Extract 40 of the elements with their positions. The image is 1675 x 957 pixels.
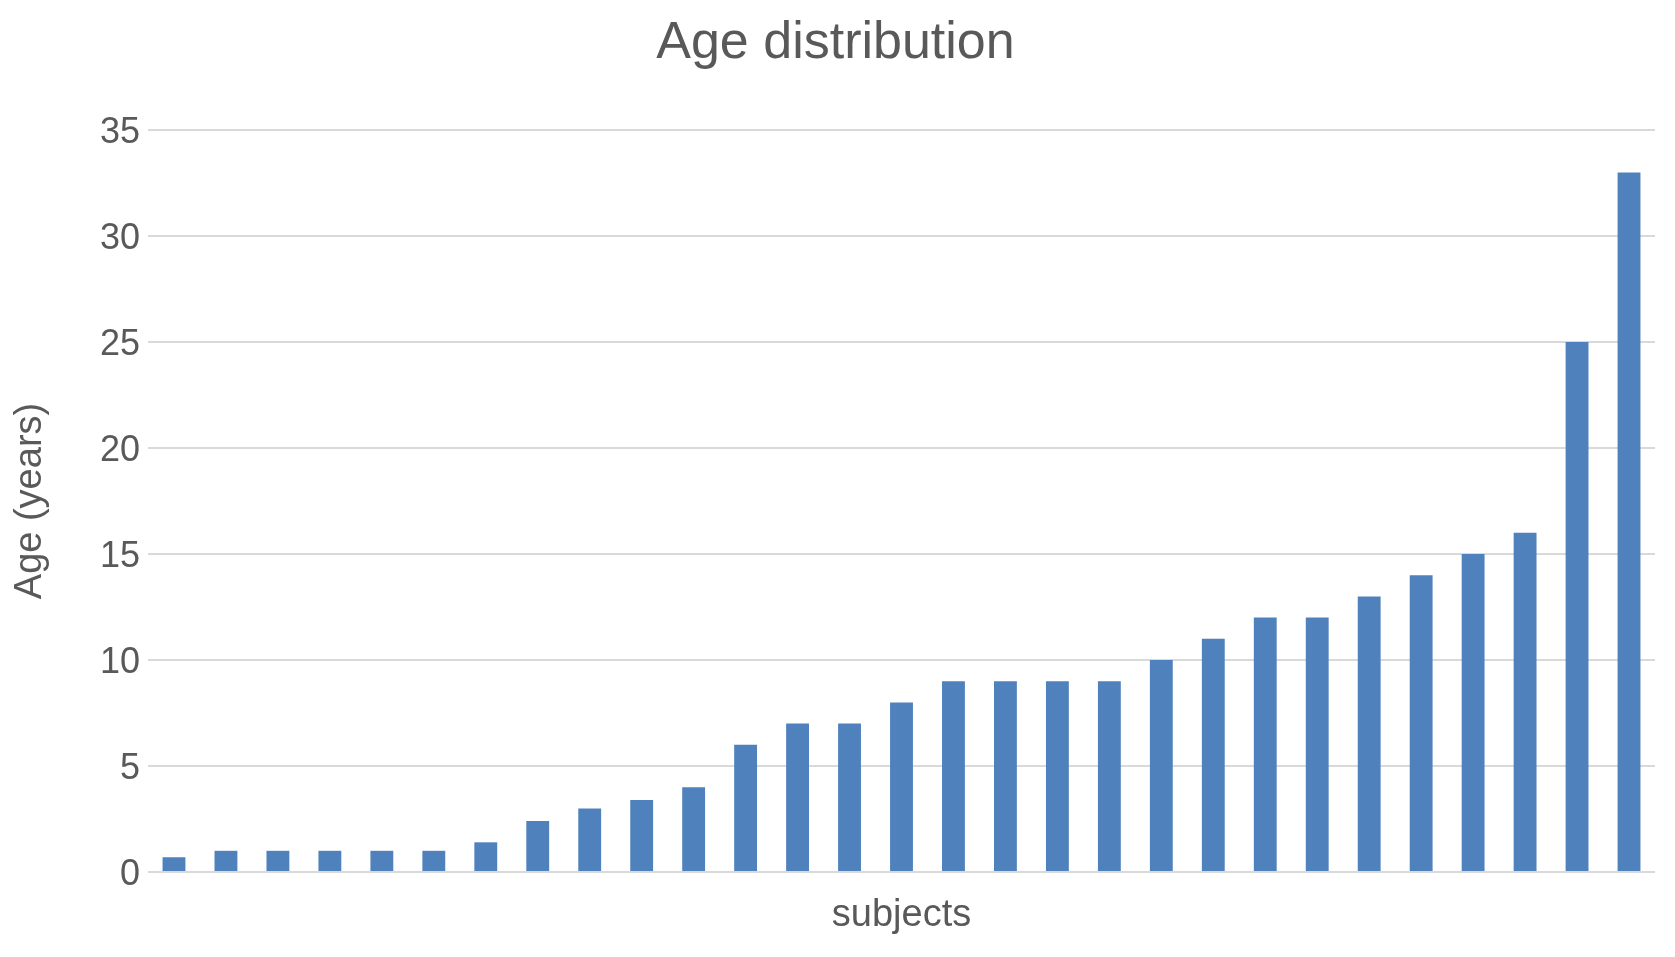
- y-tick-label: 20: [99, 427, 140, 469]
- bar: [1357, 596, 1381, 872]
- bar: [1409, 575, 1433, 872]
- y-tick-label: 0: [119, 851, 140, 893]
- bar: [838, 723, 861, 872]
- chart-title: Age distribution: [655, 10, 1016, 71]
- bar: [1201, 638, 1225, 872]
- bar: [1253, 617, 1277, 872]
- bar: [266, 850, 290, 872]
- y-tick-label: 5: [119, 745, 140, 787]
- bar: [370, 850, 394, 872]
- bar: [890, 702, 913, 872]
- bar: [942, 681, 965, 872]
- bar: [682, 787, 706, 872]
- bar: [474, 842, 498, 872]
- bar: [1097, 681, 1121, 872]
- y-tick-label: 15: [99, 533, 140, 575]
- bar: [422, 850, 446, 872]
- bar: [526, 821, 550, 872]
- y-tick-label: 10: [99, 639, 140, 681]
- bar: [734, 744, 758, 872]
- bar: [214, 850, 238, 872]
- y-tick-label: 30: [99, 215, 140, 257]
- y-tick-label: 25: [99, 321, 140, 363]
- bar: [1617, 172, 1641, 872]
- bar: [994, 681, 1017, 872]
- bar: [1461, 554, 1485, 872]
- bar: [786, 723, 809, 872]
- y-axis-title: Age (years): [7, 402, 50, 600]
- bar: [162, 857, 186, 872]
- bar: [318, 850, 342, 872]
- bar: [630, 799, 654, 872]
- bar: [1305, 617, 1329, 872]
- bar: [1149, 660, 1173, 872]
- bar: [1045, 681, 1069, 872]
- y-tick-label: 35: [99, 109, 140, 151]
- x-axis-title: subjects: [831, 892, 972, 934]
- bar: [1513, 532, 1537, 872]
- bar: [578, 808, 602, 872]
- bar: [1565, 342, 1589, 872]
